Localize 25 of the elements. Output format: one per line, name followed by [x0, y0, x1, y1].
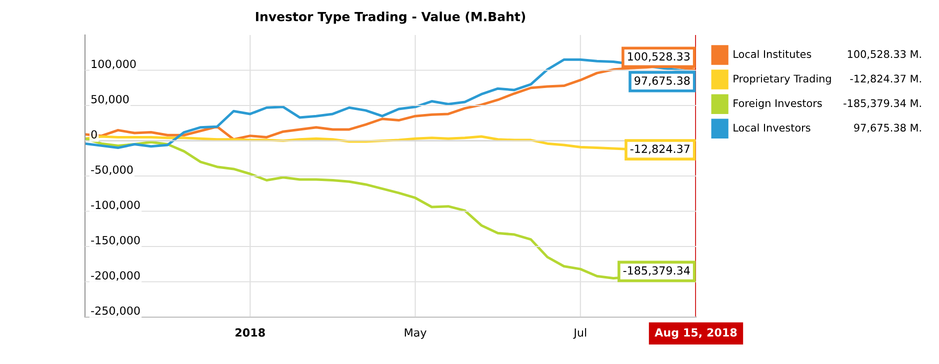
- text: -12,824.37 M.: [850, 74, 921, 84]
- annotation: 100,528.33: [628, 52, 690, 62]
- legend-label: Proprietary Trading: [734, 74, 831, 85]
- legend-label: Foreign Investors: [734, 99, 822, 110]
- annotation: 97,675.38: [634, 76, 690, 86]
- legend-label: Local Investors: [734, 124, 810, 132]
- y-tick-label: -50,000: [91, 165, 133, 175]
- y-tick-label: 0: [91, 130, 97, 139]
- y-tick-label: -250,000: [91, 306, 140, 316]
- text: -185,379.34 M.: [844, 99, 921, 108]
- legend-label: Local Institutes: [734, 50, 812, 58]
- x-tick-label: May: [404, 328, 426, 339]
- annotation: -185,379.34: [623, 266, 690, 276]
- y-tick-label: 50,000: [91, 94, 129, 104]
- text: 97,675.38 M.: [854, 124, 921, 133]
- y-tick-label: -200,000: [91, 271, 140, 281]
- x-tick-label: 2018: [236, 328, 265, 337]
- y-tick-label: -100,000: [91, 200, 140, 210]
- text: 100,528.33 M.: [848, 50, 921, 60]
- chart-title: Investor Type Trading - Value (M.Baht): [256, 12, 526, 24]
- y-tick-label: 100,000: [92, 60, 136, 70]
- x-tick-label: Aug 15, 2018: [654, 328, 737, 339]
- y-tick-label: -150,000: [91, 236, 140, 246]
- x-tick-label: Jul: [573, 328, 586, 339]
- annotation: -12,824.37: [630, 144, 690, 154]
